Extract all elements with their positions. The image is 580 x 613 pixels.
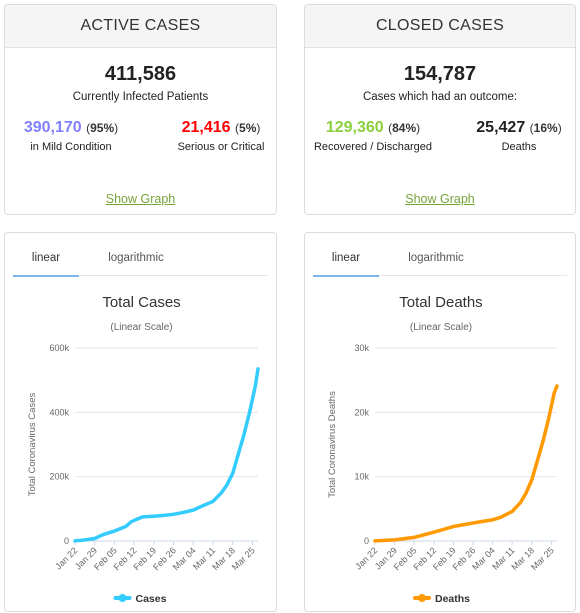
cases-chart-subtitle: (Linear Scale) bbox=[110, 322, 172, 333]
total-deaths-chart-card: linear logarithmic Total Deaths (Linear S… bbox=[304, 232, 576, 612]
tab-linear-cases[interactable]: linear bbox=[13, 245, 79, 277]
closed-cases-header: CLOSED CASES bbox=[305, 5, 575, 48]
deaths-scale-tabs: linear logarithmic bbox=[313, 245, 567, 277]
deaths-y-tick-label: 30k bbox=[354, 343, 369, 353]
deaths-value: 25,427 bbox=[476, 119, 526, 136]
total-cases-chart-card: linear logarithmic Total Cases (Linear Sc… bbox=[4, 232, 277, 612]
mild-condition-block: 390,170 (95%) in Mild Condition bbox=[11, 119, 131, 153]
deaths-label: Deaths bbox=[501, 141, 537, 153]
deaths-chart-title: Total Deaths bbox=[399, 294, 482, 311]
active-cases-card: ACTIVE CASES 411,586 Currently Infected … bbox=[4, 4, 277, 215]
closed-cases-card: CLOSED CASES 154,787 Cases which had an … bbox=[304, 4, 576, 215]
deaths-legend-marker bbox=[418, 594, 426, 602]
cases-legend-label: Cases bbox=[136, 593, 167, 605]
tab-logarithmic-cases[interactable]: logarithmic bbox=[108, 252, 164, 264]
active-cases-total-label: Currently Infected Patients bbox=[72, 91, 209, 103]
total-deaths-chart: Total Deaths (Linear Scale) 0 10k 20k 30k Tota… bbox=[327, 294, 559, 605]
cases-scale-tabs: linear logarithmic bbox=[13, 245, 268, 277]
active-show-graph-link[interactable]: Show Graph bbox=[105, 192, 176, 206]
closed-show-graph-link[interactable]: Show Graph bbox=[405, 192, 475, 206]
tab-logarithmic-deaths[interactable]: logarithmic bbox=[408, 252, 464, 264]
active-cases-header: ACTIVE CASES bbox=[5, 5, 276, 48]
deaths-y-tick-label: 10k bbox=[354, 472, 369, 482]
tab-linear-deaths[interactable]: linear bbox=[313, 245, 379, 277]
deaths-y-tick-label: 0 bbox=[364, 536, 369, 546]
deaths-y-tick-label: 20k bbox=[354, 407, 369, 417]
mild-condition-label: in Mild Condition bbox=[30, 141, 112, 153]
cases-y-axis-label: Total Coronavirus Cases bbox=[27, 393, 38, 497]
deaths-chart-subtitle: (Linear Scale) bbox=[410, 322, 472, 333]
serious-critical-label: Serious or Critical bbox=[177, 141, 265, 153]
mild-condition-value: 390,170 bbox=[23, 119, 82, 136]
cases-y-tick-label: 600k bbox=[49, 343, 69, 353]
recovered-label: Recovered / Discharged bbox=[313, 141, 432, 153]
total-cases-chart: Total Cases (Linear Scale) 0 200k 400k 600k To… bbox=[27, 294, 260, 605]
recovered-value: 129,360 bbox=[325, 119, 384, 136]
cases-chart-title: Total Cases bbox=[102, 294, 180, 311]
deaths-legend-label: Deaths bbox=[435, 593, 470, 605]
active-cases-total: 411,586 bbox=[104, 63, 177, 85]
recovered-percent: (84%) bbox=[388, 121, 421, 135]
mild-condition-percent: (95%) bbox=[86, 121, 119, 135]
cases-legend-marker bbox=[118, 594, 127, 602]
recovered-block: 129,360 (84%) Recovered / Discharged bbox=[311, 119, 435, 153]
deaths-block: 25,427 (16%) Deaths bbox=[465, 119, 573, 153]
deaths-series-line bbox=[373, 384, 559, 543]
deaths-percent: (16%) bbox=[529, 121, 562, 135]
serious-critical-block: 21,416 (5%) Serious or Critical bbox=[168, 119, 274, 153]
serious-critical-percent: (5%) bbox=[235, 121, 261, 135]
closed-cases-total: 154,787 bbox=[403, 63, 477, 85]
closed-cases-total-label: Cases which had an outcome: bbox=[362, 91, 518, 103]
serious-critical-value: 21,416 bbox=[181, 119, 231, 136]
cases-y-tick-label: 200k bbox=[49, 472, 69, 482]
deaths-y-axis-label: Total Coronavirus Deaths bbox=[327, 391, 338, 498]
cases-y-tick-label: 0 bbox=[64, 536, 69, 546]
cases-y-tick-label: 400k bbox=[49, 407, 69, 417]
cases-series-line bbox=[73, 367, 260, 543]
